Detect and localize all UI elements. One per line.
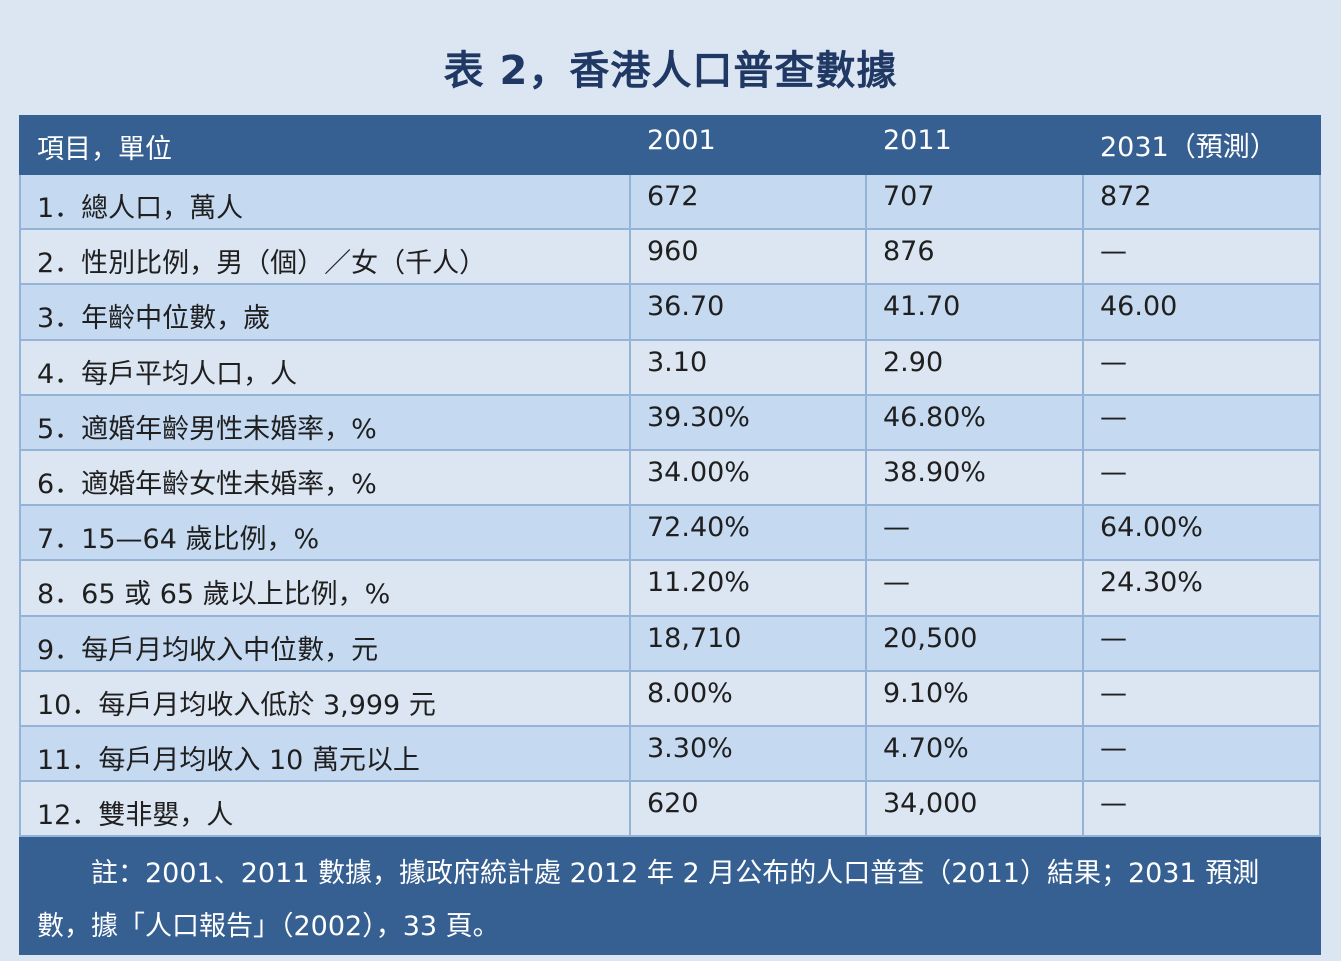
cell-2031: 46.00 [1082, 283, 1321, 341]
page-title: 表 2，香港人口普查數據 [443, 48, 898, 94]
table-row: 10．每戶月均收入低於 3,999 元 8.00% 9.10% — [19, 669, 1321, 727]
header-2031-forecast: 2031（預測） [1082, 115, 1321, 175]
row-label: 6．適婚年齡女性未婚率，% [19, 448, 631, 507]
cell-2031: 872 [1082, 172, 1321, 231]
cell-2001: 672 [629, 172, 867, 231]
footnote-cell: 註：2001、2011 數據，據政府統計處 2012 年 2 月公布的人口普查（… [19, 835, 1321, 956]
table-row: 12．雙非嬰，人 620 34,000— [19, 780, 1321, 838]
cell-2001: 18,710 [629, 614, 867, 672]
table-row: 4．每戶平均人口，人 3.10 2.90— [19, 338, 1321, 396]
cell-2031: — [1082, 448, 1321, 507]
cell-2011: 9.10% [865, 669, 1084, 727]
table-header-row: 項目，單位 2001 2011 2031（預測） [19, 115, 1321, 175]
cell-2011: — [865, 504, 1084, 562]
table-row: 2．性別比例，男（個）／女（千人） 960 876— [19, 228, 1321, 286]
row-label: 5．適婚年齡男性未婚率，% [19, 393, 631, 451]
cell-2001: 960 [629, 228, 867, 286]
cell-2011: 2.90 [865, 338, 1084, 396]
cell-2031: 64.00% [1082, 504, 1321, 562]
row-label: 3．年齡中位數，歲 [19, 283, 631, 341]
header-item-unit: 項目，單位 [19, 115, 631, 175]
row-label: 2．性別比例，男（個）／女（千人） [19, 228, 631, 286]
cell-2001: 8.00% [629, 669, 867, 727]
cell-2011: 876 [865, 228, 1084, 286]
row-label: 1．總人口，萬人 [19, 172, 631, 231]
table-row: 5．適婚年齡男性未婚率，% 39.30% 46.80% — [19, 393, 1321, 451]
header-2001: 2001 [629, 115, 867, 175]
cell-2031: — [1082, 669, 1321, 727]
cell-2011: 707 [865, 172, 1084, 231]
table-row: 11．每戶月均收入 10 萬元以上 3.30% 4.70% — [19, 724, 1321, 783]
cell-2031: — [1082, 228, 1321, 286]
cell-2001: 620 [629, 780, 867, 838]
cell-2001: 72.40% [629, 504, 867, 562]
row-label: 10．每戶月均收入低於 3,999 元 [19, 669, 631, 727]
row-label: 8．65 或 65 歲以上比例，% [19, 559, 631, 617]
row-label: 7．15—64 歲比例，% [19, 504, 631, 562]
row-label: 12．雙非嬰，人 [19, 780, 631, 838]
cell-2031: — [1082, 614, 1321, 672]
cell-2031: — [1082, 338, 1321, 396]
census-table: 項目，單位 2001 2011 2031（預測） 1．總人口，萬人 672 707 8… [19, 115, 1321, 956]
table-row: 8．65 或 65 歲以上比例，% 11.20% —24.30% [19, 559, 1321, 617]
cell-2011: 4.70% [865, 724, 1084, 783]
row-label: 4．每戶平均人口，人 [19, 338, 631, 396]
cell-2011: 34,000 [865, 780, 1084, 838]
cell-2001: 3.10 [629, 338, 867, 396]
table-row: 6．適婚年齡女性未婚率，% 34.00% 38.90% — [19, 448, 1321, 507]
cell-2031: — [1082, 393, 1321, 451]
cell-2011: 38.90% [865, 448, 1084, 507]
row-label: 9．每戶月均收入中位數，元 [19, 614, 631, 672]
footnote-text: 註：2001、2011 數據，據政府統計處 2012 年 2 月公布的人口普查（… [37, 858, 1260, 943]
cell-2001: 3.30% [629, 724, 867, 783]
cell-2001: 34.00% [629, 448, 867, 507]
table-footnote-row: 註：2001、2011 數據，據政府統計處 2012 年 2 月公布的人口普查（… [19, 835, 1321, 956]
cell-2011: — [865, 559, 1084, 617]
cell-2001: 36.70 [629, 283, 867, 341]
table-row: 1．總人口，萬人 672 707 872 [19, 172, 1321, 231]
cell-2001: 39.30% [629, 393, 867, 451]
header-2011: 2011 [865, 115, 1084, 175]
table-row: 7．15—64 歲比例，% 72.40% —64.00% [19, 504, 1321, 562]
cell-2031: — [1082, 724, 1321, 783]
row-label: 11．每戶月均收入 10 萬元以上 [19, 724, 631, 783]
table-row: 3．年齡中位數，歲 36.70 41.70 46.00 [19, 283, 1321, 341]
cell-2011: 46.80% [865, 393, 1084, 451]
table-row: 9．每戶月均收入中位數，元 18,710 20,500— [19, 614, 1321, 672]
cell-2031: — [1082, 780, 1321, 838]
cell-2011: 20,500 [865, 614, 1084, 672]
cell-2001: 11.20% [629, 559, 867, 617]
cell-2011: 41.70 [865, 283, 1084, 341]
cell-2031: 24.30% [1082, 559, 1321, 617]
